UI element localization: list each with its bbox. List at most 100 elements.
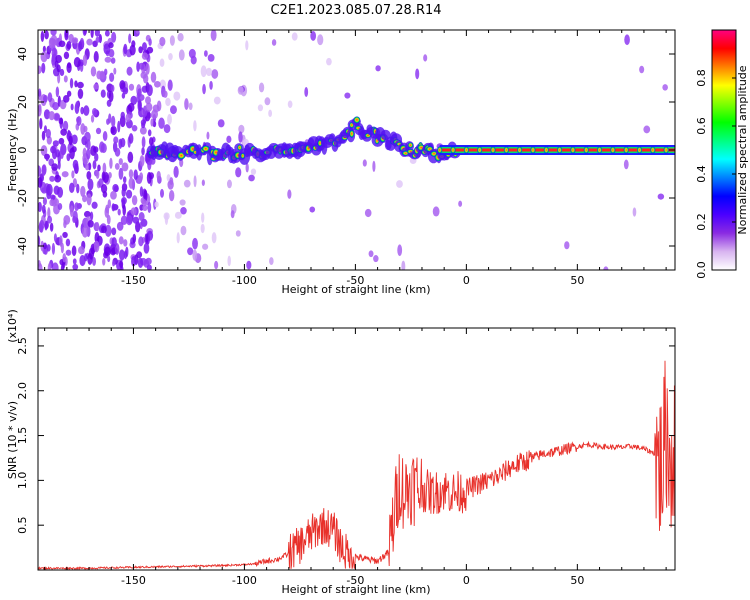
spectrogram-noise-dot	[49, 222, 54, 232]
colorbar: 0.0 0.2 0.4 0.6 0.8 Normalized spectral ampl…	[695, 29, 749, 279]
spectrogram-x-tick-label: 50	[570, 274, 584, 287]
snr-x-tick-label: 50	[570, 574, 584, 587]
spectrogram-noise-dot	[190, 55, 197, 65]
snr-y-tick-label: 1.5	[16, 427, 29, 445]
spectrogram-line-blob	[636, 146, 642, 154]
spectrogram-noise-dot	[192, 237, 198, 250]
spectrogram-noise-dot	[230, 210, 235, 219]
spectrogram-noise-dot	[207, 53, 215, 62]
spectrogram-noise-dot	[117, 120, 121, 133]
spectrogram-noise-dot	[137, 99, 142, 112]
spectrogram-noise-dot	[90, 66, 97, 77]
spectrogram-y-tick-label: 20	[16, 95, 29, 109]
spectrogram-noise-dot	[56, 64, 61, 73]
spectrogram-noise-dot	[46, 183, 53, 196]
spectrogram-noise-dot	[47, 262, 52, 270]
spectrogram-noise-dot	[148, 137, 154, 146]
spectrogram-noise-dot	[53, 185, 60, 195]
spectrogram-noise-dot	[169, 35, 175, 46]
spectrogram-ridge-blob	[349, 129, 355, 138]
colorbar-frame	[711, 29, 737, 271]
spectrogram-noise-dot	[66, 153, 71, 162]
spectrogram-noise-dot	[193, 120, 197, 132]
spectrogram-noise-dot	[76, 115, 82, 126]
spectrogram-noise-dot	[58, 40, 66, 48]
spectrogram-noise-dot	[209, 80, 213, 90]
spectrogram-noise-dot	[162, 90, 168, 98]
spectrogram-noise-dot	[304, 86, 309, 98]
spectrogram-noise-dot	[85, 163, 90, 171]
spectrogram-noise-dot	[77, 88, 84, 99]
spectrogram-noise-dot	[176, 232, 180, 244]
snr-plot-area	[38, 328, 675, 570]
spectrogram-noise-dot	[128, 83, 135, 91]
spectrogram-noise-dot	[111, 227, 117, 236]
spectrogram-noise-dot	[41, 62, 46, 74]
spectrogram-noise-dot	[164, 213, 169, 225]
spectrogram-noise-dot	[287, 100, 293, 109]
spectrogram-x-tick-label: 0	[463, 274, 470, 287]
spectrogram-noise-dot	[87, 178, 94, 191]
spectrogram-noise-dot	[154, 201, 159, 208]
spectrogram-noise-dot	[187, 247, 194, 256]
spectrogram-line-blob	[557, 146, 563, 154]
spectrogram-noise-dot	[144, 233, 149, 244]
spectrogram-noise-dot	[158, 117, 165, 129]
spectrogram-noise-dot	[54, 174, 62, 183]
spectrogram-noise-dot	[177, 33, 184, 42]
spectrogram-noise-dot	[139, 221, 143, 230]
spectrogram-noise-dot	[169, 177, 174, 186]
spectrogram-noise-dot	[44, 30, 49, 40]
spectrogram-noise-dot	[80, 106, 85, 115]
spectrogram-noise-dot	[643, 125, 651, 134]
spectrogram-noise-dot	[127, 102, 135, 112]
spectrogram-noise-dot	[167, 79, 173, 91]
spectrogram-ridge-blob	[240, 152, 245, 159]
spectrogram-noise-dot	[55, 54, 62, 64]
spectrogram-noise-dot	[97, 164, 101, 172]
spectrogram-noise-dot	[47, 215, 53, 224]
spectrogram-noise-dot	[192, 249, 198, 261]
spectrogram-noise-dot	[119, 115, 126, 128]
spectrogram-noise-dot	[375, 65, 381, 72]
spectrogram-noise-dot	[159, 36, 166, 47]
spectrogram-noise-dot	[137, 94, 145, 102]
spectrogram-noise-dot	[211, 69, 219, 79]
spectrogram-noise-dot	[45, 154, 49, 162]
spectrogram-noise-dot	[147, 201, 152, 214]
spectrogram-line-blob	[623, 146, 629, 154]
spectrogram-noise-dot	[165, 97, 171, 107]
spectrogram-noise-dot	[72, 258, 77, 265]
spectrogram-noise-dot	[373, 255, 379, 263]
spectrogram-noise-dot	[41, 187, 48, 194]
spectrogram-noise-dot	[180, 225, 187, 236]
spectrogram-noise-dot	[78, 41, 83, 52]
spectrogram-noise-dot	[117, 208, 121, 216]
spectrogram-noise-dot	[156, 100, 162, 112]
colorbar-tick-label: 0.4	[695, 165, 708, 183]
spectrogram-noise-dot	[200, 223, 205, 234]
spectrogram-noise-dot	[114, 147, 121, 157]
spectrogram-noise-dot	[95, 36, 100, 43]
spectrogram-scatter	[38, 30, 668, 270]
spectrogram-noise-dot	[106, 118, 110, 125]
spectrogram-noise-dot	[123, 43, 128, 55]
spectrogram-noise-dot	[94, 231, 100, 244]
spectrogram-noise-dot	[102, 131, 108, 142]
spectrogram-noise-dot	[120, 215, 128, 225]
spectrogram-noise-dot	[70, 103, 74, 111]
spectrogram-noise-dot	[84, 131, 91, 142]
spectrogram-noise-dot	[291, 32, 298, 41]
spectrogram-ridge-blob	[407, 142, 414, 148]
spectrogram-y-ticks: -40 -20 0 20 40	[16, 47, 675, 255]
colorbar-tick-label: 0.2	[695, 213, 708, 231]
spectrogram-noise-dot	[49, 175, 55, 182]
spectrogram-noise-dot	[76, 81, 84, 89]
spectrogram-noise-dot	[238, 131, 243, 143]
spectrogram-noise-dot	[119, 80, 126, 90]
spectrogram-noise-dot	[121, 162, 129, 172]
spectrogram-noise-dot	[102, 162, 107, 174]
spectrogram-noise-dot	[657, 193, 665, 200]
spectrogram-noise-dot	[51, 57, 56, 66]
spectrogram-noise-dot	[125, 189, 133, 199]
